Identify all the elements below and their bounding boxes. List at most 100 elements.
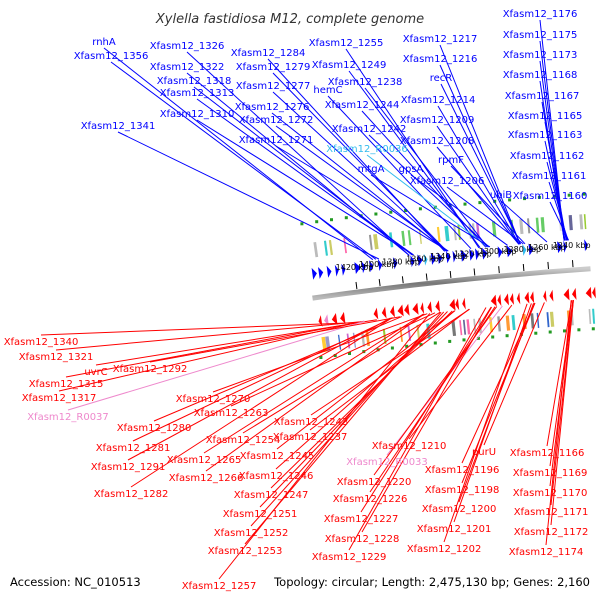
gene-label[interactable]: rnhA bbox=[92, 37, 116, 48]
gene-label[interactable]: Xfasm12_1220 bbox=[337, 477, 412, 488]
gene-label[interactable]: Xfasm12_1242 bbox=[332, 124, 407, 135]
gene-label[interactable]: Xfasm12_1171 bbox=[514, 507, 589, 518]
gene-label[interactable]: Xfasm12_1228 bbox=[325, 534, 400, 545]
gene-label[interactable]: Xfasm12_1263 bbox=[194, 408, 269, 419]
gene-label[interactable]: Xfasm12_1270 bbox=[176, 394, 251, 405]
gene-label[interactable]: mtgA bbox=[358, 164, 385, 175]
gene-label[interactable]: Xfasm12_1201 bbox=[417, 524, 492, 535]
gc-dot-outer bbox=[508, 198, 512, 202]
gene-label[interactable]: Xfasm12_1272 bbox=[239, 115, 314, 126]
gene-label[interactable]: Xfasm12_1271 bbox=[239, 135, 314, 146]
gene-label[interactable]: Xfasm12_1281 bbox=[96, 443, 171, 454]
gene-label[interactable]: Xfasm12_1265 bbox=[167, 455, 242, 466]
gene-label[interactable]: Xfasm12_1163 bbox=[508, 130, 583, 141]
gene-label[interactable]: Xfasm12_1326 bbox=[150, 41, 225, 52]
gene-label[interactable]: Xfasm12_1238 bbox=[328, 77, 403, 88]
gene-label[interactable]: Xfasm12_1169 bbox=[513, 468, 588, 479]
label-leader-line bbox=[546, 300, 573, 447]
forward-gene-arrow bbox=[423, 253, 428, 266]
gene-label[interactable]: Xfasm12_1318 bbox=[157, 76, 232, 87]
gene-label[interactable]: Xfasm12_1198 bbox=[425, 485, 500, 496]
gene-label[interactable]: Xfasm12_1206 bbox=[410, 176, 485, 187]
gene-label[interactable]: Xfasm12_1229 bbox=[312, 552, 387, 563]
gene-label[interactable]: Xfasm12_1277 bbox=[236, 81, 311, 92]
gene-label[interactable]: Xfasm12_1249 bbox=[312, 60, 387, 71]
gene-label[interactable]: Xfasm12_1340 bbox=[4, 337, 79, 348]
gene-label[interactable]: Xfasm12_1315 bbox=[29, 379, 104, 390]
gene-label[interactable]: Xfasm12_1313 bbox=[160, 88, 235, 99]
cog-feature-outer bbox=[343, 238, 347, 254]
gene-label[interactable]: Xfasm12_1291 bbox=[91, 462, 166, 473]
gene-label[interactable]: Xfasm12_1200 bbox=[422, 504, 497, 515]
reverse-gene-arrow bbox=[543, 290, 547, 303]
gene-label[interactable]: Xfasm12_1251 bbox=[223, 509, 298, 520]
gene-label[interactable]: Xfasm12_1253 bbox=[208, 546, 283, 557]
gene-label[interactable]: Xfasm12_1244 bbox=[325, 100, 400, 111]
gene-label[interactable]: Xfasm12_1266 bbox=[169, 473, 244, 484]
gene-label[interactable]: Xfasm12_1284 bbox=[231, 48, 306, 59]
gene-label[interactable]: Xfasm12_1276 bbox=[235, 102, 310, 113]
gene-label[interactable]: Xfasm12_1166 bbox=[510, 448, 585, 459]
gene-label[interactable]: Xfasm12_1196 bbox=[425, 465, 500, 476]
gene-label[interactable]: Xfasm12_1247 bbox=[234, 490, 309, 501]
gene-label[interactable]: Xfasm12_1257 bbox=[182, 581, 257, 592]
gene-label[interactable]: Xfasm12_1172 bbox=[514, 527, 589, 538]
gene-label[interactable]: Xfasm12_1322 bbox=[150, 62, 225, 73]
label-leader-line bbox=[65, 320, 364, 378]
gene-label[interactable]: rpmF bbox=[438, 155, 464, 166]
gene-label[interactable]: Xfasm12_1246 bbox=[239, 471, 314, 482]
gene-label[interactable]: Xfasm12_1282 bbox=[94, 489, 169, 500]
gc-dots-inner bbox=[319, 327, 595, 359]
gene-label[interactable]: Xfasm12_1168 bbox=[503, 70, 578, 81]
gene-label[interactable]: Xfasm12_1226 bbox=[333, 494, 408, 505]
gene-label[interactable]: purU bbox=[472, 447, 496, 458]
gene-label[interactable]: Xfasm12_1170 bbox=[513, 488, 588, 499]
gene-label[interactable]: Xfasm12_1175 bbox=[503, 30, 578, 41]
gene-label[interactable]: Xfasm12_1227 bbox=[324, 514, 399, 525]
gene-label[interactable]: Xfasm12_1243 bbox=[274, 417, 349, 428]
gene-label[interactable]: Xfasm12_1279 bbox=[236, 62, 311, 73]
gene-label[interactable]: Xfasm12_1216 bbox=[403, 54, 478, 65]
gene-label[interactable]: Xfasm12_1255 bbox=[309, 38, 384, 49]
reverse-gene-arrow bbox=[490, 294, 497, 307]
gene-label[interactable]: Xfasm12_1214 bbox=[401, 95, 476, 106]
gene-label[interactable]: Xfasm12_1176 bbox=[503, 9, 578, 20]
gene-label[interactable]: Xfasm12_1292 bbox=[113, 364, 188, 375]
gene-label[interactable]: Xfasm12_R0036 bbox=[326, 144, 408, 155]
gene-label[interactable]: Xfasm12_1165 bbox=[508, 111, 583, 122]
gene-label[interactable]: ubiB bbox=[490, 190, 512, 201]
gene-label[interactable]: gpsA bbox=[399, 164, 424, 175]
gene-label[interactable]: Xfasm12_1167 bbox=[505, 91, 580, 102]
gene-label[interactable]: Xfasm12_1209 bbox=[400, 115, 475, 126]
gene-label[interactable]: Xfasm12_1173 bbox=[503, 50, 578, 61]
gene-label[interactable]: Xfasm12_1210 bbox=[372, 441, 447, 452]
gene-label[interactable]: recR bbox=[430, 73, 453, 84]
gene-label[interactable]: Xfasm12_1217 bbox=[403, 34, 478, 45]
gene-label[interactable]: Xfasm12_1202 bbox=[407, 544, 482, 555]
gene-label[interactable]: hemC bbox=[313, 85, 342, 96]
gene-label[interactable]: Xfasm12_1162 bbox=[510, 151, 585, 162]
gene-label[interactable]: Xfasm12_1341 bbox=[81, 121, 156, 132]
gene-label[interactable]: Xfasm12_1321 bbox=[19, 352, 94, 363]
gene-label[interactable]: uvrC bbox=[84, 367, 107, 378]
gene-label[interactable]: Xfasm12_1252 bbox=[214, 528, 289, 539]
cog-feature-outer bbox=[519, 218, 524, 235]
gene-label[interactable]: Xfasm12_1356 bbox=[74, 51, 149, 62]
gene-label[interactable]: Xfasm12_R0037 bbox=[27, 412, 109, 423]
gene-label[interactable]: Xfasm12_R0033 bbox=[346, 457, 428, 468]
gene-label[interactable]: Xfasm12_1310 bbox=[160, 109, 235, 120]
label-leader-line bbox=[440, 83, 522, 245]
forward-gene-arrow bbox=[475, 248, 480, 261]
gene-label[interactable]: Xfasm12_1237 bbox=[273, 432, 348, 443]
gene-label[interactable]: Xfasm12_1161 bbox=[512, 171, 587, 182]
gene-label[interactable]: Xfasm12_1280 bbox=[117, 423, 192, 434]
gene-label[interactable]: Xfasm12_1208 bbox=[400, 136, 475, 147]
gene-label[interactable]: Xfasm12_1317 bbox=[22, 393, 97, 404]
tick-mark bbox=[522, 263, 525, 272]
gene-label[interactable]: Xfasm12_1160 bbox=[513, 191, 588, 202]
gene-label[interactable]: Xfasm12_1174 bbox=[509, 547, 584, 558]
forward-gene-arrow bbox=[482, 247, 488, 260]
gene-label[interactable]: Xfasm12_1245 bbox=[240, 451, 315, 462]
gene-label[interactable]: Xfasm12_1254 bbox=[206, 435, 281, 446]
